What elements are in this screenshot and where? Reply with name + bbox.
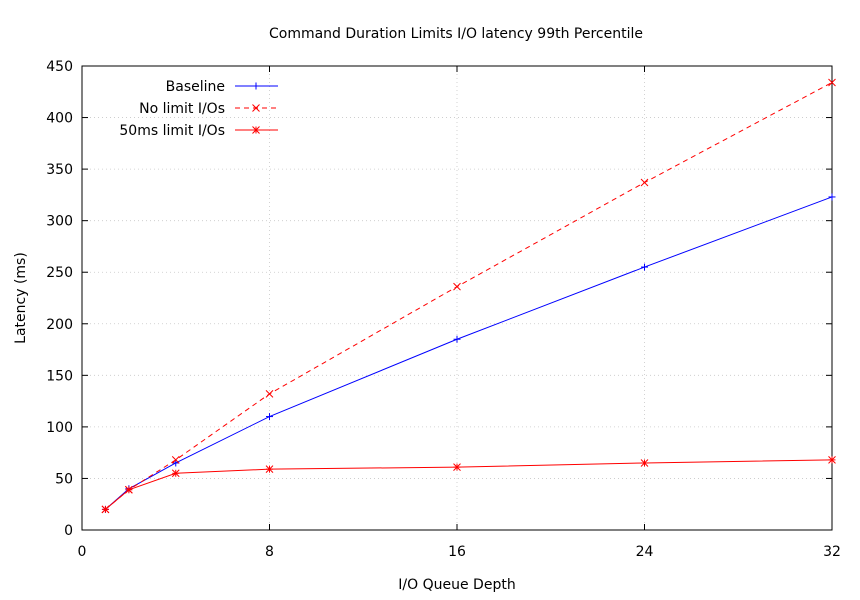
data-point [453, 463, 461, 471]
y-tick-label: 50 [55, 471, 73, 487]
legend-label: No limit I/Os [139, 101, 225, 117]
data-point [640, 459, 649, 467]
data-point [828, 456, 836, 464]
y-tick-label: 200 [46, 317, 73, 333]
data-point [453, 335, 461, 343]
data-point [265, 390, 274, 398]
y-tick-label: 100 [46, 420, 73, 436]
y-tick-label: 250 [46, 265, 73, 281]
data-point [641, 263, 648, 271]
grid-lines [82, 66, 832, 530]
y-tick-label: 300 [46, 214, 73, 230]
legend-marker [252, 126, 260, 134]
series-layer [101, 78, 836, 514]
y-tick-label: 400 [46, 111, 73, 127]
x-tick-label: 0 [78, 544, 87, 560]
x-tick-label: 24 [636, 544, 654, 560]
series-line-2 [105, 82, 833, 510]
data-point [171, 456, 180, 464]
data-point [828, 78, 836, 87]
data-point [265, 465, 274, 474]
data-point [453, 282, 461, 291]
legend-label: 50ms limit I/Os [119, 123, 225, 139]
data-point [640, 178, 649, 187]
data-point [125, 485, 133, 494]
x-tick-label: 16 [448, 544, 466, 560]
series-line-1 [105, 196, 833, 510]
y-tick-label: 450 [46, 59, 73, 75]
data-point [266, 413, 273, 421]
x-axis-label: I/O Queue Depth [398, 577, 515, 593]
data-point [828, 193, 836, 201]
y-tick-label: 150 [46, 368, 73, 384]
legend-label: Baseline [166, 79, 225, 95]
chart-title: Command Duration Limits I/O latency 99th… [269, 26, 643, 42]
legend-marker [252, 104, 260, 112]
data-point [172, 459, 180, 467]
x-tick-label: 32 [823, 544, 841, 560]
data-point [171, 469, 180, 478]
legend-marker [252, 82, 260, 90]
y-tick-label: 350 [46, 162, 73, 178]
x-tick-label: 8 [265, 544, 274, 560]
y-tick-label: 0 [64, 523, 73, 539]
series-line-3 [105, 459, 833, 510]
y-axis-label: Latency (ms) [13, 252, 29, 344]
axes: 0 50 100 150 200 250 300 350 400 450 0 8 16 24 32 [46, 59, 841, 560]
data-point [101, 505, 110, 514]
legend: Baseline No limit I/Os 50ms limit I/Os [119, 79, 278, 139]
